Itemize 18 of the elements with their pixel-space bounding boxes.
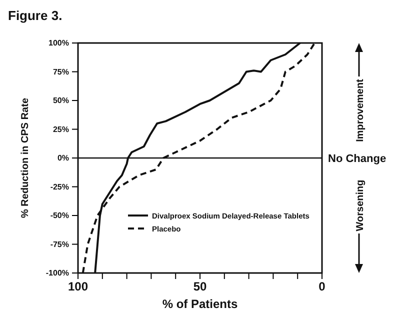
x-tick-label: 50 — [193, 280, 207, 294]
y-tick-label: -25% — [50, 182, 69, 192]
y-tick-label: 25% — [52, 124, 69, 134]
y-tick-label: -75% — [50, 240, 69, 249]
y-tick-label: 0% — [57, 154, 69, 163]
y-tick-label: -100% — [46, 268, 69, 278]
x-tick-label: 0 — [318, 280, 326, 294]
chart-title: Figure 3. — [8, 8, 62, 23]
y-axis-title: % Reduction in CPS Rate — [20, 98, 31, 218]
x-axis-title: % of Patients — [162, 297, 238, 311]
text: Improvement — [355, 78, 366, 142]
text: Worsening — [355, 180, 366, 232]
y-tick-label: 75% — [52, 67, 69, 76]
y-tick-label: -50% — [50, 211, 69, 220]
x-tick-label: 100 — [68, 280, 88, 294]
y-tick-label: 50% — [52, 96, 69, 106]
ref-line-label: No Change — [328, 153, 386, 165]
y-tick-label: 100% — [48, 38, 69, 48]
